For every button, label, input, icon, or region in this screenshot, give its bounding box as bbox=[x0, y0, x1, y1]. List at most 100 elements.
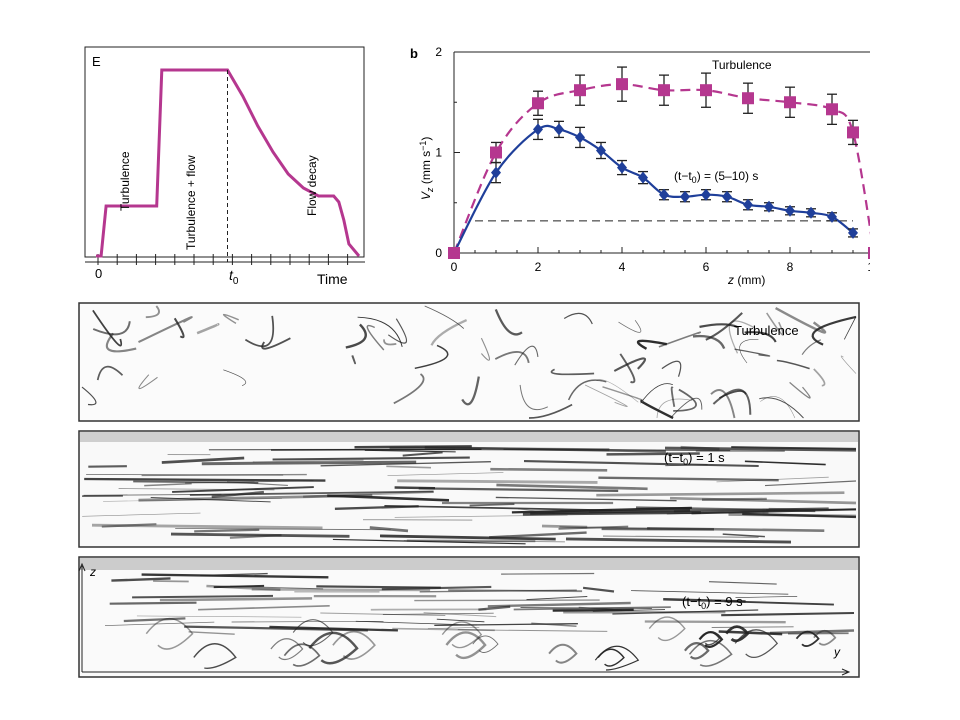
annotation-turbulence-flow: Turbulence + flow bbox=[184, 155, 198, 250]
annotation-turbulence: Turbulence bbox=[118, 151, 132, 211]
y-axis-arrow bbox=[82, 668, 851, 676]
particle-streak bbox=[252, 459, 364, 463]
flow-point bbox=[722, 190, 732, 203]
turbulence-image-label: Turbulence bbox=[734, 323, 799, 338]
particle-streak bbox=[469, 503, 515, 507]
particle-streak bbox=[710, 389, 736, 419]
particle-streak bbox=[402, 451, 443, 457]
particle-streak bbox=[490, 467, 608, 472]
particle-streak bbox=[759, 397, 804, 419]
particle-streak bbox=[735, 596, 798, 598]
particle-streak bbox=[461, 376, 480, 406]
particle-streak bbox=[82, 512, 201, 517]
particle-streak bbox=[601, 527, 715, 531]
turbulence-point bbox=[868, 247, 870, 259]
particle-streak bbox=[558, 525, 629, 530]
flow-1s-label: (t−t0) = 1 s bbox=[664, 450, 725, 467]
turbulence-point bbox=[742, 92, 754, 105]
particle-streak bbox=[427, 626, 480, 630]
particle-streaks-turbulence bbox=[81, 305, 857, 420]
particle-swirl bbox=[145, 618, 194, 650]
particle-streak bbox=[111, 577, 171, 582]
particle-streak bbox=[640, 383, 674, 404]
particle-streak bbox=[606, 452, 700, 456]
particle-streak bbox=[658, 331, 701, 348]
particle-streak bbox=[123, 617, 186, 623]
particle-streak bbox=[487, 601, 631, 608]
particle-swirl bbox=[548, 643, 578, 664]
particle-streak bbox=[522, 511, 701, 516]
particle-streak bbox=[403, 540, 565, 543]
particle-streak bbox=[86, 474, 284, 476]
energy-time-schematic: E 0 t0 Time Turbulence Turbulence + flow… bbox=[84, 46, 365, 287]
particle-streak bbox=[701, 497, 767, 501]
particle-streak bbox=[457, 629, 608, 632]
tick-label-t0: t0 bbox=[229, 267, 239, 287]
particle-swirl bbox=[193, 643, 237, 669]
particle-streak bbox=[392, 627, 495, 632]
particle-streak bbox=[480, 337, 491, 361]
turbulence-point bbox=[574, 84, 586, 97]
particle-streaks-1s bbox=[82, 445, 857, 545]
particle-streak bbox=[578, 606, 622, 611]
flow-9s-label: (t−t0) = 9 s bbox=[682, 594, 743, 611]
particle-streak bbox=[769, 629, 855, 635]
flow-9s-image: (t−t0) = 9 s z y bbox=[78, 556, 860, 678]
particle-streak bbox=[327, 494, 450, 502]
particle-streak bbox=[813, 368, 826, 387]
particle-streak bbox=[153, 580, 189, 583]
particle-streak bbox=[514, 345, 539, 366]
ylabel: Vz (mm s−1) bbox=[418, 137, 435, 200]
particle-streak bbox=[582, 586, 615, 593]
particle-streak bbox=[424, 446, 666, 453]
particle-streak bbox=[739, 339, 759, 364]
flow-point bbox=[596, 144, 606, 157]
particle-streak bbox=[719, 390, 747, 399]
particle-swirl bbox=[270, 638, 304, 661]
panel-a-xlabel: Time bbox=[317, 271, 348, 287]
turbulence-point bbox=[616, 78, 628, 91]
particle-streak bbox=[584, 384, 628, 408]
particle-swirl bbox=[813, 629, 837, 646]
particle-streak bbox=[231, 620, 384, 623]
particle-streak bbox=[775, 307, 827, 334]
particle-streak bbox=[664, 446, 857, 452]
xlabel: z (mm) bbox=[727, 273, 765, 287]
particle-streak bbox=[172, 486, 314, 493]
turbulence-image: Turbulence bbox=[78, 302, 860, 422]
velocity-profile-chart: b 0 2 4 6 8 10 0 1 2 Vz (mm s−1) z (mm) Turbulen… bbox=[410, 45, 870, 287]
particle-streak bbox=[138, 374, 158, 390]
particle-streak bbox=[332, 538, 526, 545]
particle-streak bbox=[811, 315, 857, 346]
particle-streak bbox=[656, 398, 693, 419]
panel-b-axes bbox=[453, 51, 870, 254]
particle-streak bbox=[636, 339, 668, 350]
particle-streak bbox=[138, 316, 193, 344]
flow-point bbox=[701, 188, 711, 201]
particle-swirl bbox=[308, 631, 359, 665]
energy-curve bbox=[96, 68, 361, 258]
particle-streak bbox=[430, 319, 468, 346]
particle-streak bbox=[528, 403, 573, 419]
particle-streak bbox=[766, 312, 785, 336]
turbulence-point bbox=[448, 247, 460, 259]
tick-label-zero: 0 bbox=[95, 266, 102, 281]
particle-streak bbox=[387, 472, 504, 476]
y-axis-label: y bbox=[833, 645, 841, 659]
particle-streak bbox=[159, 597, 313, 602]
particle-streak bbox=[613, 357, 646, 372]
particle-streak bbox=[669, 496, 857, 505]
particle-streak bbox=[150, 497, 271, 503]
x-tick-label: 2 bbox=[535, 260, 542, 274]
particle-streak bbox=[619, 353, 636, 384]
particle-streak bbox=[596, 379, 639, 403]
particle-streak bbox=[104, 621, 215, 626]
flow-point bbox=[533, 123, 543, 136]
x-tick-label: 10 bbox=[867, 260, 870, 274]
flow-point bbox=[638, 171, 648, 184]
particle-streak bbox=[379, 534, 556, 541]
y-tick-label: 0 bbox=[435, 246, 442, 260]
y-tick-label: 2 bbox=[435, 45, 442, 59]
particle-streak bbox=[424, 305, 465, 329]
flow-series-curve bbox=[453, 124, 854, 254]
